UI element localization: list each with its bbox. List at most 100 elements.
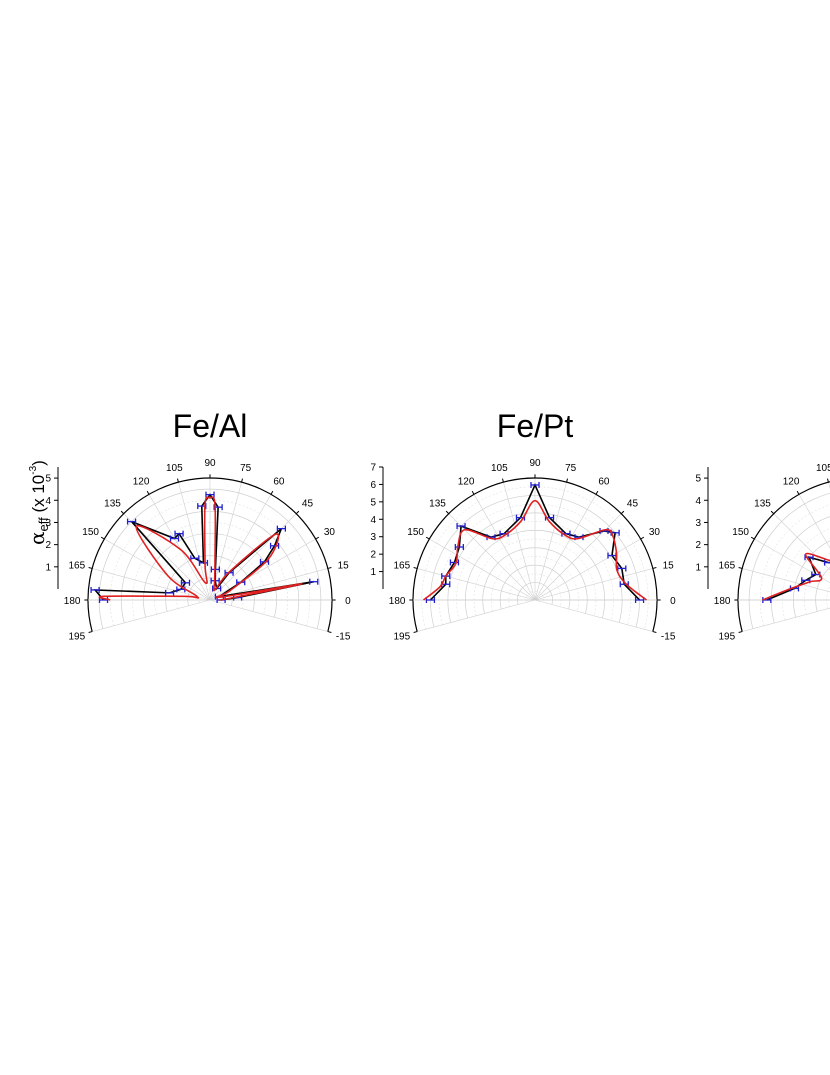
grid-arc <box>456 521 614 621</box>
angle-tick-label: 0 <box>345 596 351 607</box>
data-point-errorbar <box>309 578 319 585</box>
data-point-errorbar <box>456 523 466 530</box>
grid-spoke <box>742 568 830 593</box>
grid-spoke <box>92 599 211 632</box>
grid-spoke <box>92 568 211 601</box>
angle-tick-label: 45 <box>627 499 639 510</box>
panel-title: Fe/Al <box>173 408 248 444</box>
angle-tick-label: 120 <box>458 477 475 488</box>
angle-tick <box>176 478 179 483</box>
data-point-errorbar <box>90 586 100 593</box>
angle-tick-label: 90 <box>529 458 541 469</box>
data-point-errorbar <box>205 491 215 498</box>
angle-tick-label: 105 <box>816 463 830 474</box>
grid-spoke <box>209 538 316 601</box>
angle-tick-label: -15 <box>661 632 676 643</box>
angle-tick <box>738 631 743 634</box>
angle-tick <box>413 566 418 569</box>
panel-title: Fe/Pt <box>497 408 574 444</box>
fit-curve <box>98 496 303 601</box>
angle-tick <box>88 631 93 634</box>
angle-tick-label: 165 <box>393 560 410 571</box>
grid-arc <box>759 504 830 626</box>
angle-tick <box>315 536 320 540</box>
angle-tick <box>88 566 93 569</box>
grid-spoke <box>178 482 211 601</box>
radial-tick-label: 4 <box>45 496 51 507</box>
angle-tick-label: 150 <box>82 527 99 538</box>
data-point-errorbar <box>126 518 137 525</box>
angle-tick <box>425 536 430 540</box>
radial-tick-label: 4 <box>370 515 376 526</box>
angle-tick-label: 180 <box>389 596 406 607</box>
angle-tick <box>100 536 105 540</box>
radial-tick-label: 3 <box>370 532 376 543</box>
angle-tick <box>566 478 569 483</box>
grid-spoke <box>742 607 830 632</box>
radial-tick-label: 5 <box>370 497 376 508</box>
angle-tick <box>120 510 125 515</box>
grid-spoke <box>534 482 567 601</box>
grid-arc <box>438 503 632 625</box>
outer-axis-arc <box>412 477 658 632</box>
radial-tick-label: 2 <box>370 550 376 561</box>
angle-tick-label: 165 <box>718 560 735 571</box>
data-point-errorbar <box>164 589 175 596</box>
angle-tick-label: 60 <box>273 477 285 488</box>
angle-tick <box>796 490 800 495</box>
grid-spoke <box>534 494 597 601</box>
grid-arc <box>508 573 562 607</box>
data-point-errorbar <box>169 535 180 542</box>
grid-spoke <box>754 538 830 584</box>
angle-tick <box>445 510 450 515</box>
angle-tick-label: 60 <box>598 477 610 488</box>
angle-tick-label: 75 <box>565 463 577 474</box>
angle-tick-label: 30 <box>324 527 336 538</box>
radial-tick-label: 3 <box>695 518 701 529</box>
angle-tick <box>270 490 274 495</box>
y-axis-label: αeff (x 10-3) <box>25 460 51 545</box>
angle-tick <box>620 510 625 515</box>
angle-tick-label: 90 <box>204 458 216 469</box>
angle-tick-label: 15 <box>338 560 350 571</box>
angle-tick-label: 180 <box>714 596 731 607</box>
grid-spoke <box>429 538 536 601</box>
fit-curve <box>422 499 648 601</box>
data-point-errorbar <box>617 565 627 572</box>
angle-tick <box>471 490 475 495</box>
outer-axis-arc <box>737 481 830 632</box>
data-point-errorbar <box>276 525 287 532</box>
data-point-errorbar <box>174 530 184 537</box>
angle-tick-label: 135 <box>429 499 446 510</box>
grid-spoke <box>473 494 536 601</box>
grid-spoke <box>534 513 622 601</box>
radial-tick-label: 5 <box>45 474 51 485</box>
angle-tick-label: 105 <box>166 463 183 474</box>
grid-arc <box>473 538 597 616</box>
grid-spoke <box>534 568 653 601</box>
radial-tick-label: 2 <box>45 540 51 551</box>
angle-tick <box>146 490 150 495</box>
angle-tick-label: 195 <box>718 632 735 643</box>
data-point-errorbar <box>180 579 191 586</box>
polar-panel-3: Fe10512013515016518019512345 <box>695 463 830 643</box>
angle-tick <box>770 510 775 515</box>
angle-tick <box>826 478 829 483</box>
grid-arc <box>748 492 830 629</box>
angle-tick-label: 135 <box>104 499 121 510</box>
data-point-errorbar <box>454 544 464 551</box>
angle-tick-label: 150 <box>407 527 424 538</box>
angle-tick <box>652 631 657 634</box>
outer-axis-arc <box>87 477 333 632</box>
grid-spoke <box>209 599 328 632</box>
radial-tick-label: 1 <box>370 567 376 578</box>
angle-tick-label: 15 <box>663 560 675 571</box>
grid-spoke <box>534 538 641 601</box>
grid-arc <box>804 553 830 615</box>
angle-tick <box>295 510 300 515</box>
grid-arc <box>770 516 830 624</box>
grid-arc <box>132 522 288 621</box>
angle-tick <box>501 478 504 483</box>
radial-tick-label: 4 <box>695 496 701 507</box>
